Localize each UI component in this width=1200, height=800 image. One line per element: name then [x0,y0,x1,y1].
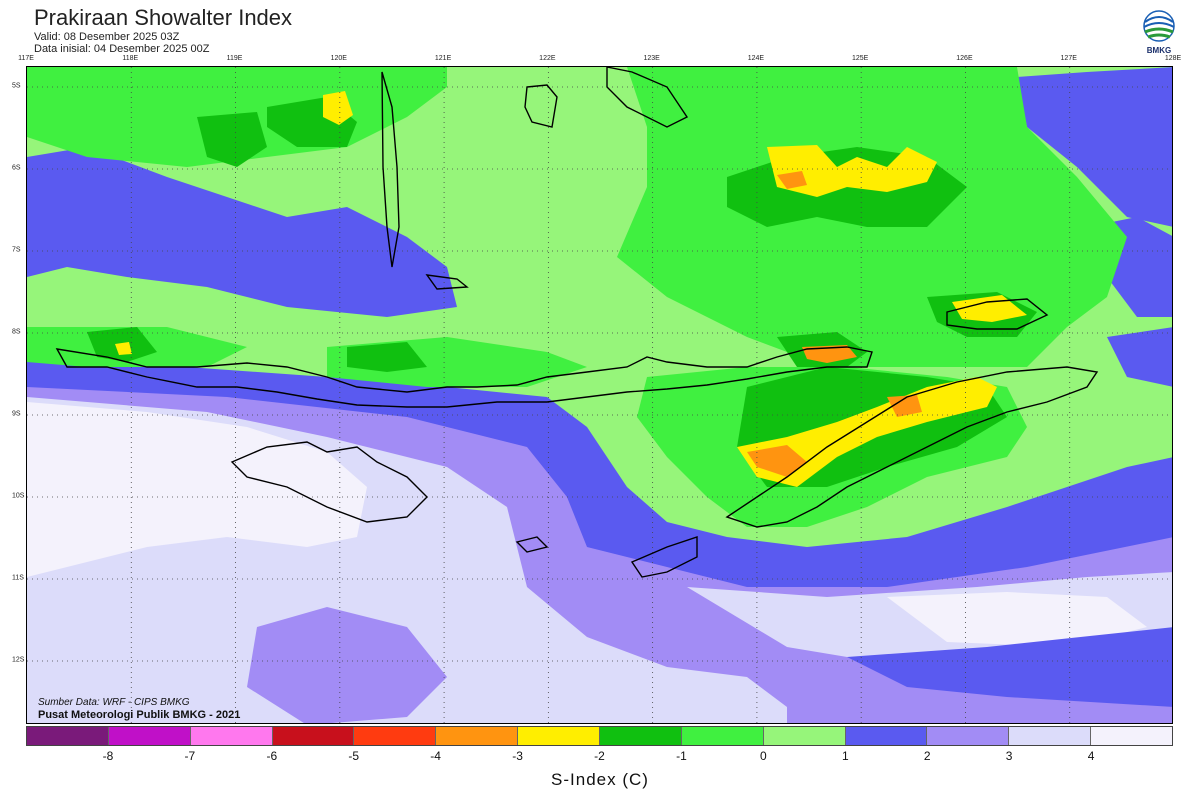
coastlines [55,67,1099,578]
colorbar-cell [845,727,928,745]
field-blue-ne [1017,67,1172,227]
colorbar-cell [27,727,109,745]
colorbar-tick-label: -8 [102,749,114,763]
lat-label: 10S [12,492,25,500]
colorbar-tick-label: 1 [841,749,849,763]
colorbar-tick-label: -5 [348,749,360,763]
field-violet-sw2 [247,607,447,723]
field-yellow-n1 [323,91,353,125]
colorbar-tick-label: 2 [923,749,931,763]
colorbar-tick-label: -7 [184,749,196,763]
lat-label: 6S [12,164,21,172]
field-yellow-wsmall [115,342,132,355]
colorbar-tick-label: -1 [676,749,687,763]
colorbar-tick-label: -3 [512,749,523,763]
colorbar-cell [436,727,519,745]
colorbar-tick-label: -2 [594,749,605,763]
graticule [27,67,1172,723]
lat-label: 8S [12,328,21,336]
lat-label: 7S [12,246,21,254]
field-blue-nw [27,147,457,317]
lon-label: 128E [1164,55,1182,62]
colorbar-cell [600,727,682,745]
showalter-map [27,67,1172,723]
lat-label: 9S [12,410,21,418]
data-source-credit: Sumber Data: WRF - CIPS BMKG [38,697,190,708]
colorbar-tick-label: 3 [1005,749,1013,763]
field-yellow-ne1 [767,145,937,197]
colorbar-cell [354,727,437,745]
lon-label: 118E [122,55,139,62]
lon-label: 126E [956,55,973,62]
field-dkgreen-8 [347,342,427,372]
colorbar-cell [681,727,764,745]
lat-label: 5S [12,82,21,90]
map-title: Prakiraan Showalter Index [34,5,293,30]
field-yellow-ne2 [952,295,1027,322]
field-blue-lowE [1107,327,1172,387]
field-orange-flores [802,345,857,363]
colorbar-cell [190,727,273,745]
field-white-se [887,592,1147,647]
map-panel [26,66,1173,724]
colorbar-cell [518,727,601,745]
initial-time: Data inisial: 04 Desember 2025 00Z [34,43,210,55]
lon-label: 117E [18,55,34,62]
lon-label: 119E [226,55,243,62]
colorbar-title: S-Index (C) [551,770,649,789]
lat-label: 11S [12,574,24,582]
lon-label: 127E [1060,55,1077,62]
colorbar-cell [272,727,355,745]
colorbar-tick-label: 4 [1087,749,1095,763]
lon-label: 122E [539,55,556,62]
field-orange-timor1 [747,445,807,477]
bmkg-logo [1143,10,1175,42]
colorbar-tick-label: 0 [760,749,767,763]
colorbar-cell [763,727,846,745]
colorbar-cell [108,727,191,745]
lat-label: 12S [12,656,25,664]
colorbar-tick-label: -6 [266,749,278,763]
colorbar-cell [1091,727,1173,745]
field-blue-band [847,627,1172,707]
colorbar-cell [1009,727,1092,745]
logo-label: BMKG [1146,46,1172,55]
lon-label: 121E [434,55,452,62]
colorbar [26,726,1173,746]
colorbar-tick-label: -4 [430,749,441,763]
lon-label: 123E [643,55,660,62]
org-credit: Pusat Meteorologi Publik BMKG - 2021 [38,709,241,721]
field-orange-ne1 [777,171,807,189]
lon-label: 124E [747,55,765,62]
colorbar-cell [927,727,1010,745]
field-orange-timor2 [887,395,922,417]
lon-label: 125E [851,55,869,62]
valid-time: Valid: 08 Desember 2025 03Z [34,31,180,43]
lon-label: 120E [330,55,347,62]
field-dkgreen-2 [197,112,267,167]
